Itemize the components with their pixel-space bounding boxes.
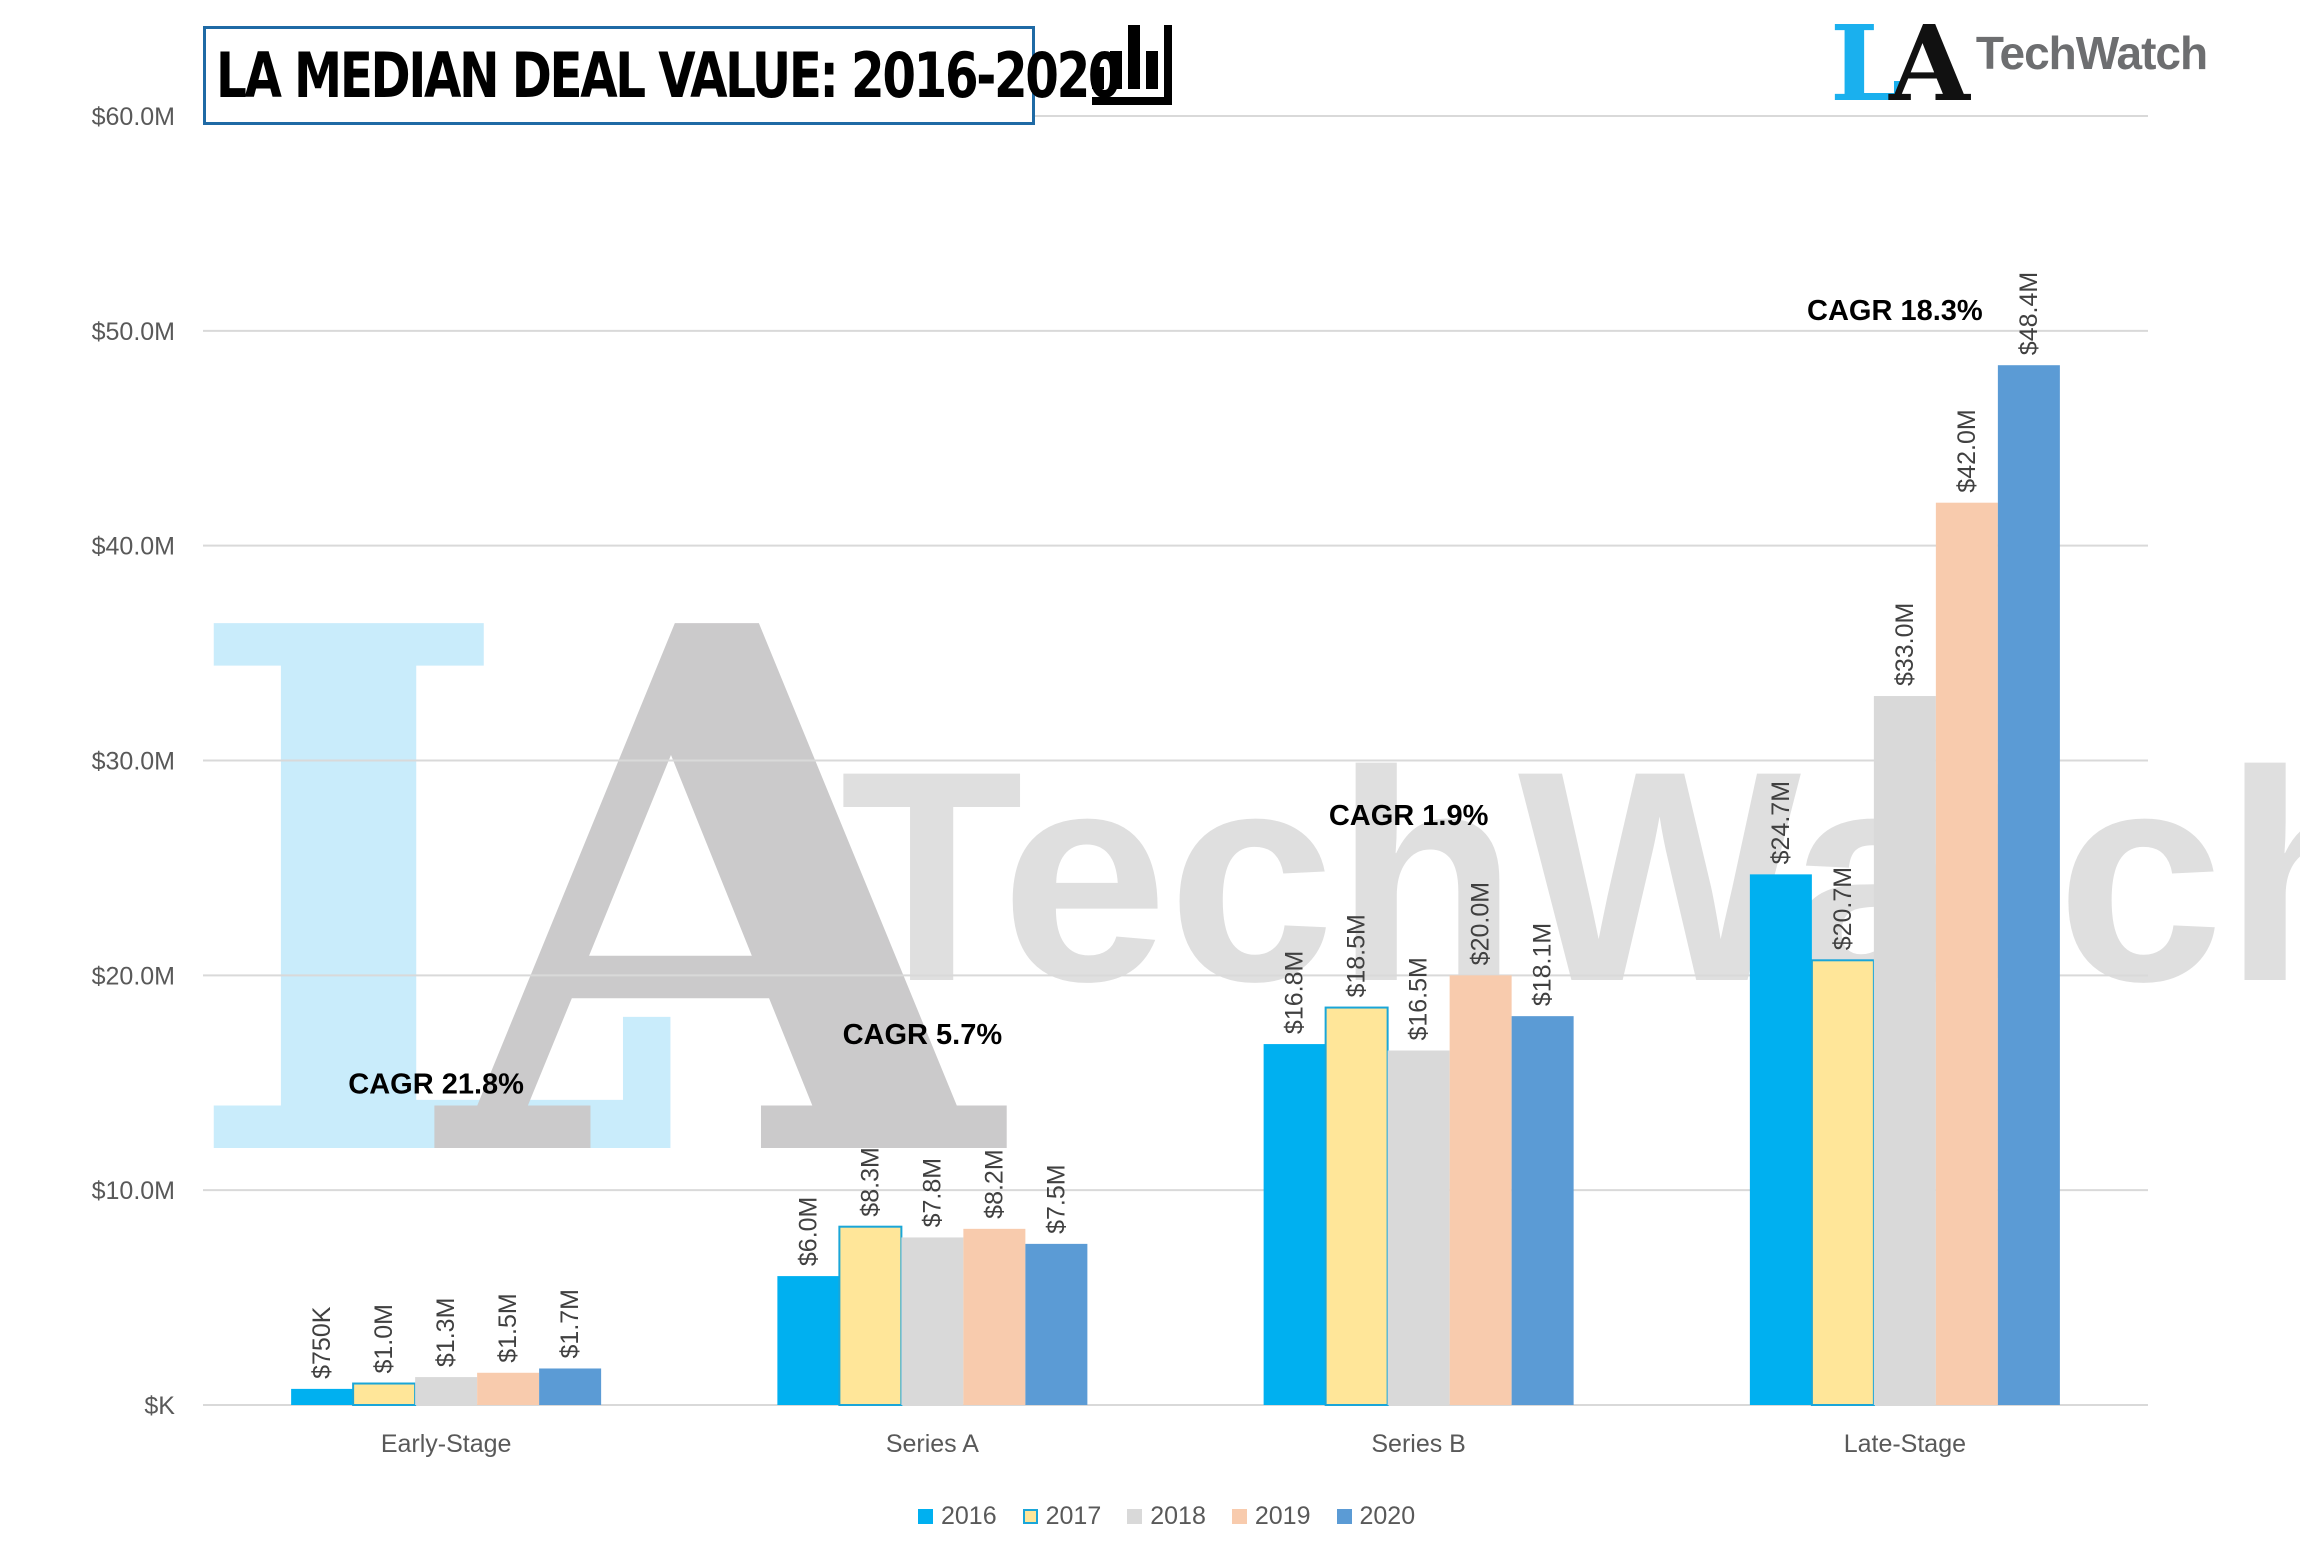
- legend-label: 2019: [1254, 1502, 1311, 1530]
- logo-a: A: [1889, 2, 1970, 125]
- title-box: LA MEDIAN DEAL VALUE: 2016-2020: [203, 26, 1122, 125]
- data-label: $20.0M: [1467, 882, 1495, 965]
- data-label: $1.7M: [556, 1289, 584, 1358]
- data-label: $1.0M: [370, 1304, 398, 1373]
- data-label: $1.5M: [494, 1293, 522, 1362]
- cagr-annotation: CAGR 1.9%: [1329, 800, 1489, 832]
- legend-label: 2020: [1359, 1502, 1416, 1530]
- watermark-a: A: [429, 472, 1014, 1318]
- legend-swatch: [918, 1509, 933, 1524]
- chart-title: LA MEDIAN DEAL VALUE: 2016-2020: [216, 39, 1122, 112]
- bar-2020-series-b: [1511, 1016, 1574, 1405]
- data-label: $18.1M: [1529, 923, 1557, 1006]
- data-label: $1.3M: [432, 1298, 460, 1367]
- bar-2017-series-b: [1324, 1006, 1389, 1407]
- bar-2017-early-stage: [352, 1382, 417, 1407]
- data-label: $6.0M: [794, 1197, 822, 1266]
- data-label: $16.8M: [1281, 951, 1309, 1034]
- bar-2016-series-b: [1263, 1044, 1326, 1405]
- legend-item-2019: 2019: [1231, 1502, 1311, 1531]
- legend-label: 2018: [1150, 1502, 1206, 1530]
- data-label: $16.5M: [1405, 957, 1433, 1040]
- legend-item-2018: 2018: [1127, 1502, 1206, 1531]
- y-tick-label: $10.0M: [92, 1177, 175, 1205]
- category-label: Late-Stage: [1844, 1430, 1966, 1458]
- cagr-annotation: CAGR 21.8%: [348, 1068, 524, 1100]
- bar-2017-late-stage: [1810, 959, 1875, 1406]
- y-tick-label: $30.0M: [92, 748, 175, 776]
- bar-chart-icon: [1092, 25, 1172, 105]
- legend-swatch: [1127, 1509, 1143, 1524]
- cagr-annotation: CAGR 18.3%: [1807, 295, 1983, 327]
- data-label: $33.0M: [1891, 603, 1919, 686]
- logo-l: L: [1830, 2, 1904, 125]
- y-axis: $K $10.0M $20.0M $30.0M $40.0M $50.0M $60.0M: [92, 103, 176, 1420]
- y-tick-label: $20.0M: [92, 962, 175, 990]
- bar-2017-series-a: [838, 1225, 903, 1407]
- bar-2018-late-stage: [1873, 696, 1936, 1405]
- annotations: CAGR 21.8% CAGR 5.7% CAGR 1.9% CAGR 18.3%: [348, 295, 1983, 1100]
- data-label: $7.5M: [1042, 1164, 1070, 1233]
- bar-2019-series-a: [963, 1228, 1026, 1405]
- y-tick-label: $60.0M: [92, 103, 175, 131]
- x-axis: Early-Stage Series A Series B Late-Stage: [381, 1430, 1966, 1458]
- legend-item-2016: 2016: [918, 1502, 997, 1531]
- bar-2019-late-stage: [1935, 502, 1998, 1405]
- category-label: Series B: [1371, 1430, 1465, 1458]
- logo-text: TechWatch: [1975, 27, 2208, 79]
- bar-2019-series-b: [1449, 975, 1512, 1405]
- bar-2018-series-b: [1387, 1050, 1450, 1405]
- bar-2018-series-a: [901, 1237, 964, 1405]
- data-label: $20.7M: [1829, 867, 1857, 950]
- data-label: $48.4M: [2015, 272, 2043, 355]
- legend-label: 2016: [941, 1502, 997, 1530]
- bar-2016-early-stage: [291, 1388, 354, 1405]
- data-label: $18.5M: [1343, 914, 1371, 997]
- bar-2020-late-stage: [1997, 365, 2060, 1405]
- bar-2019-early-stage: [477, 1372, 540, 1405]
- y-tick-label: $K: [144, 1392, 175, 1420]
- legend-swatch: [1022, 1509, 1038, 1524]
- category-label: Series A: [886, 1430, 979, 1458]
- bar-2020-series-a: [1025, 1243, 1088, 1405]
- bar-2020-early-stage: [539, 1368, 602, 1405]
- bars: [291, 365, 2060, 1407]
- bar-2018-early-stage: [415, 1377, 478, 1405]
- bar-2016-late-stage: [1749, 874, 1812, 1405]
- legend-item-2017: 2017: [1022, 1502, 1102, 1531]
- category-label: Early-Stage: [381, 1430, 512, 1458]
- y-tick-label: $50.0M: [92, 318, 175, 346]
- data-label: $7.8M: [918, 1158, 946, 1227]
- legend-item-2020: 2020: [1336, 1502, 1416, 1531]
- data-label: $24.7M: [1767, 781, 1795, 864]
- cagr-annotation: CAGR 5.7%: [843, 1019, 1003, 1051]
- data-label: $42.0M: [1953, 409, 1981, 492]
- y-tick-label: $40.0M: [92, 533, 175, 561]
- bar-labels: $750K $1.0M $1.3M $1.5M $1.7M $6.0M $8.3M $7.8M…: [308, 272, 2043, 1379]
- legend-swatch: [1336, 1509, 1352, 1524]
- legend: 2016 2017 2018 2019 2020: [918, 1502, 1415, 1531]
- watermark-text: TechWatch: [840, 708, 2300, 1044]
- legend-label: 2017: [1045, 1502, 1102, 1530]
- bar-2016-series-a: [777, 1276, 840, 1405]
- legend-swatch: [1231, 1509, 1247, 1524]
- data-label: $750K: [308, 1306, 336, 1379]
- data-label: $8.2M: [980, 1149, 1008, 1218]
- watermark-l: L: [180, 472, 686, 1318]
- data-label: $8.3M: [856, 1147, 884, 1216]
- logo: L A TechWatch: [1830, 2, 2208, 125]
